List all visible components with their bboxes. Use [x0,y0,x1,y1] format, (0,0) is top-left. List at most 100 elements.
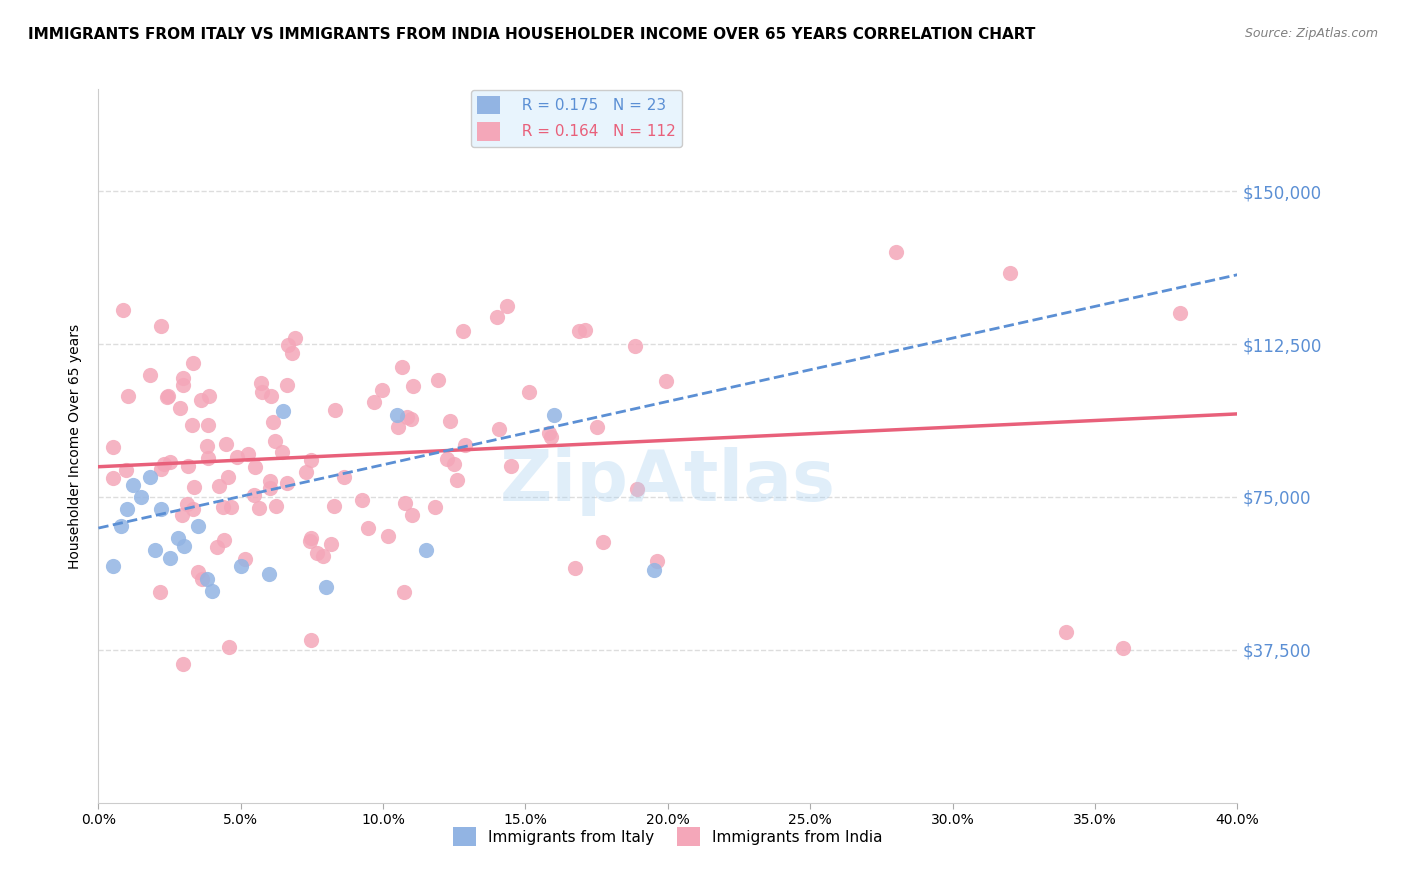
Point [121,477,143,491]
Point [218,640,240,654]
Point [177,458,200,473]
Point [271,444,294,458]
Point [299,453,322,467]
Point [187,566,209,580]
Point [197,417,219,432]
Point [181,417,204,432]
Point [150,502,173,516]
Point [260,389,283,403]
Point [266,499,288,513]
Point [280,346,302,360]
Point [252,384,274,399]
Point [387,420,409,434]
Point [454,438,477,452]
Point [259,567,281,582]
Point [643,563,665,577]
Point [370,383,392,397]
Point [197,451,219,466]
Point [574,323,596,337]
Point [319,537,342,551]
Point [276,378,298,392]
Point [655,374,678,388]
Point [624,339,647,353]
Point [159,551,181,566]
Point [276,475,298,490]
Point [391,359,413,374]
Point [229,559,252,574]
Point [101,471,124,485]
Point [264,434,287,449]
Point [145,543,167,558]
Point [488,422,510,436]
Point [159,455,181,469]
Point [115,502,138,516]
Point [114,463,136,477]
Point [427,373,450,387]
Point [138,469,160,483]
Text: IMMIGRANTS FROM ITALY VS IMMIGRANTS FROM INDIA HOUSEHOLDER INCOME OVER 65 YEARS : IMMIGRANTS FROM ITALY VS IMMIGRANTS FROM… [28,27,1035,42]
Point [181,501,204,516]
Point [149,319,172,334]
Point [626,482,648,496]
Point [208,479,231,493]
Point [284,331,307,345]
Point [212,533,235,548]
Point [439,414,461,428]
Point [436,451,458,466]
Point [645,554,668,568]
Point [195,439,218,453]
Point [191,573,214,587]
Point [172,371,194,385]
Text: Source: ZipAtlas.com: Source: ZipAtlas.com [1244,27,1378,40]
Point [149,585,172,599]
Point [156,390,179,404]
Point [305,546,328,560]
Point [415,543,437,558]
Point [294,465,316,479]
Point [499,458,522,473]
Point [149,462,172,476]
Point [586,420,609,434]
Point [517,385,540,400]
Point [197,389,219,403]
Point [357,521,380,535]
Point [1112,640,1135,655]
Point [242,488,264,502]
Point [446,473,468,487]
Point [173,539,195,553]
Point [176,497,198,511]
Point [298,534,321,549]
Point [233,551,256,566]
Point [315,580,337,594]
Point [181,356,204,370]
Point [170,508,193,522]
Point [273,404,295,418]
Point [156,389,179,403]
Point [215,436,238,450]
Point [884,245,907,260]
Point [592,534,614,549]
Point [195,572,218,586]
Point [387,409,409,423]
Point [299,532,322,546]
Point [495,299,517,313]
Point [401,508,423,522]
Point [221,500,243,515]
Point [350,493,373,508]
Point [250,376,273,391]
Point [323,403,346,417]
Point [183,480,205,494]
Point [247,501,270,516]
Point [129,490,152,504]
Point [217,470,239,484]
Point [312,549,335,564]
Point [187,518,209,533]
Point [1170,306,1192,320]
Point [201,583,224,598]
Point [167,531,190,545]
Point [401,412,423,426]
Point [259,474,281,488]
Point [103,441,125,455]
Point [423,500,446,515]
Text: ZipAtlas: ZipAtlas [501,447,835,516]
